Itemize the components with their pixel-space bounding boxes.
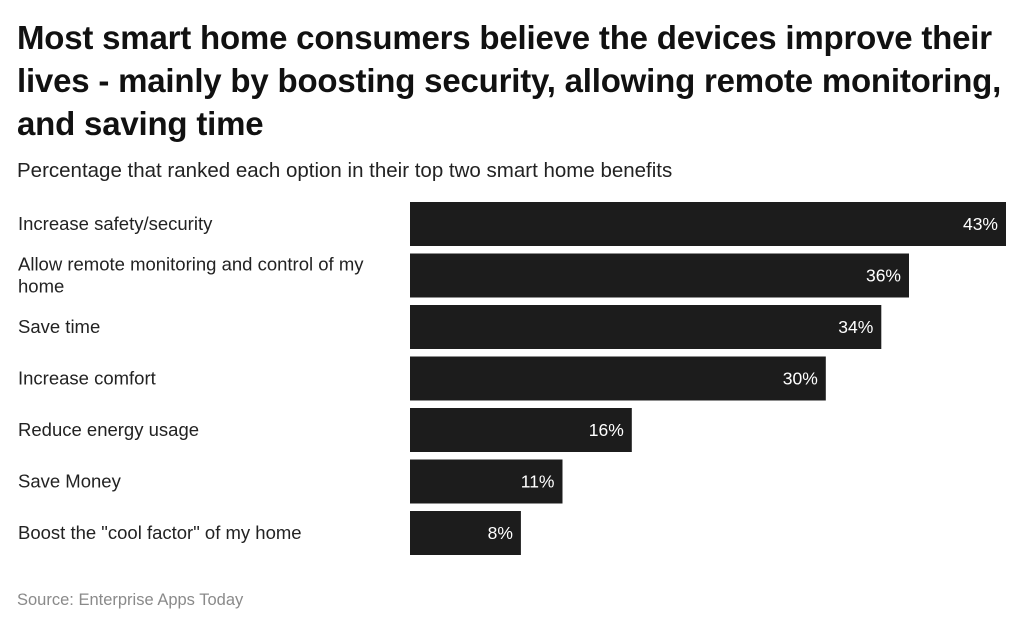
bar-value-label: 16% — [589, 420, 624, 440]
bar — [410, 356, 826, 401]
bar — [410, 305, 882, 349]
category-label-line: Save Money — [18, 471, 122, 492]
category-label-line: Increase safety/security — [18, 213, 213, 234]
category-label-line: Reduce energy usage — [18, 419, 199, 440]
bar-value-label: 36% — [866, 266, 901, 286]
category-label: Increase comfort — [18, 368, 156, 389]
source-note: Source: Enterprise Apps Today — [17, 591, 244, 609]
category-label-line: home — [18, 276, 64, 297]
category-label-line: Increase comfort — [18, 368, 156, 389]
category-label: Save Money — [18, 471, 122, 492]
chart-title: Most smart home consumers believe the de… — [17, 19, 1002, 142]
category-label: Reduce energy usage — [18, 419, 199, 440]
category-label: Allow remote monitoring and control of m… — [18, 254, 364, 297]
bar — [410, 408, 632, 452]
category-label-line: Save time — [18, 316, 100, 337]
bar-value-label: 11% — [521, 472, 555, 492]
bar — [410, 253, 909, 298]
bar — [410, 511, 521, 555]
bar-value-label: 8% — [488, 523, 513, 543]
category-label: Boost the "cool factor" of my home — [18, 522, 302, 543]
category-label: Save time — [18, 316, 100, 337]
chart-subtitle: Percentage that ranked each option in th… — [17, 159, 673, 182]
bar — [410, 202, 1006, 246]
bar-value-label: 30% — [783, 369, 818, 389]
category-label: Increase safety/security — [18, 213, 213, 234]
category-label-line: Boost the "cool factor" of my home — [18, 522, 302, 543]
bar — [410, 459, 563, 504]
bar-value-label: 43% — [963, 214, 998, 234]
category-label-line: Allow remote monitoring and control of m… — [18, 254, 364, 275]
bar-value-label: 34% — [838, 317, 873, 337]
